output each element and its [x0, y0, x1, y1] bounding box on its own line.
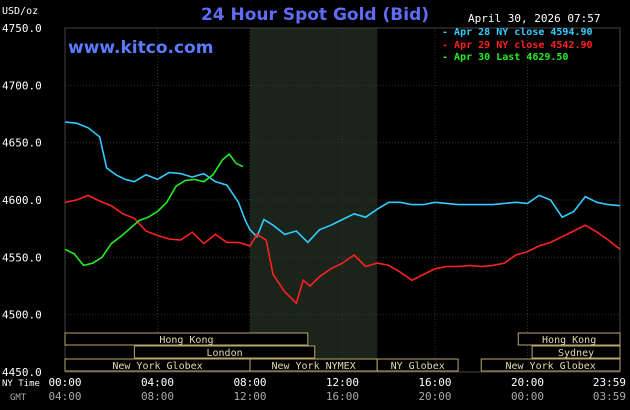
chart-title: 24 Hour Spot Gold (Bid) — [200, 5, 430, 25]
x-tick-gmt: 03:59 — [593, 390, 626, 403]
x-tick-gmt: 00:00 — [511, 390, 544, 403]
x-tick-ny: 20:00 — [511, 376, 544, 389]
session-bar — [480, 358, 621, 372]
session-label: New York Globex — [505, 361, 595, 372]
x-tick-ny: 23:59 — [593, 376, 626, 389]
session-label: New York NYMEX — [271, 361, 355, 372]
session-label: New York Globex — [112, 361, 202, 372]
legend: - Apr 28 NY close 4594.90 - Apr 29 NY cl… — [442, 27, 593, 65]
y-tick-label: 4450.0 — [2, 366, 42, 379]
y-tick-label: 4600.0 — [2, 194, 42, 207]
x-tick-ny: 00:00 — [48, 376, 81, 389]
ny-time-label: NY Time — [2, 379, 40, 389]
x-tick-gmt: 08:00 — [141, 390, 174, 403]
gmt-label: GMT — [10, 393, 27, 403]
plot-frame — [64, 27, 621, 373]
x-tick-ny: 16:00 — [418, 376, 451, 389]
site-link[interactable]: www.kitco.com — [68, 38, 214, 58]
session-bar — [517, 332, 621, 346]
series-line-0 — [64, 121, 621, 244]
session-bar — [64, 332, 309, 346]
y-tick-label: 4650.0 — [2, 137, 42, 150]
y-tick-label: 4700.0 — [2, 79, 42, 92]
session-label: Hong Kong — [159, 335, 213, 346]
x-tick-gmt: 16:00 — [326, 390, 359, 403]
x-tick-ny: 12:00 — [326, 376, 359, 389]
session-label: NY Globex — [391, 361, 445, 372]
session-label: Sydney — [558, 348, 594, 359]
session-label: London — [207, 348, 243, 359]
y-axis-unit: USD/oz — [2, 6, 39, 17]
x-tick-gmt: 04:00 — [48, 390, 81, 403]
session-bar — [133, 345, 316, 359]
session-label: Hong Kong — [542, 335, 596, 346]
x-tick-ny: 08:00 — [233, 376, 266, 389]
legend-entry-apr30: - Apr 30 Last 4629.50 — [442, 52, 569, 63]
legend-entry-apr28: - Apr 28 NY close 4594.90 — [442, 27, 593, 38]
y-tick-label: 4500.0 — [2, 309, 42, 322]
session-bar — [531, 345, 621, 359]
session-shade — [250, 28, 378, 372]
series-line-1 — [64, 194, 621, 305]
chart-datetime: April 30, 2026 07:57 — [468, 12, 601, 25]
y-tick-label: 4550.0 — [2, 251, 42, 264]
x-tick-ny: 04:00 — [141, 376, 174, 389]
legend-entry-apr29: - Apr 29 NY close 4542.90 — [442, 39, 593, 51]
x-tick-gmt: 20:00 — [418, 390, 451, 403]
y-tick-label: 4750.0 — [2, 22, 42, 35]
x-tick-gmt: 12:00 — [233, 390, 266, 403]
series-line-2 — [64, 152, 244, 267]
session-bar — [376, 358, 459, 372]
